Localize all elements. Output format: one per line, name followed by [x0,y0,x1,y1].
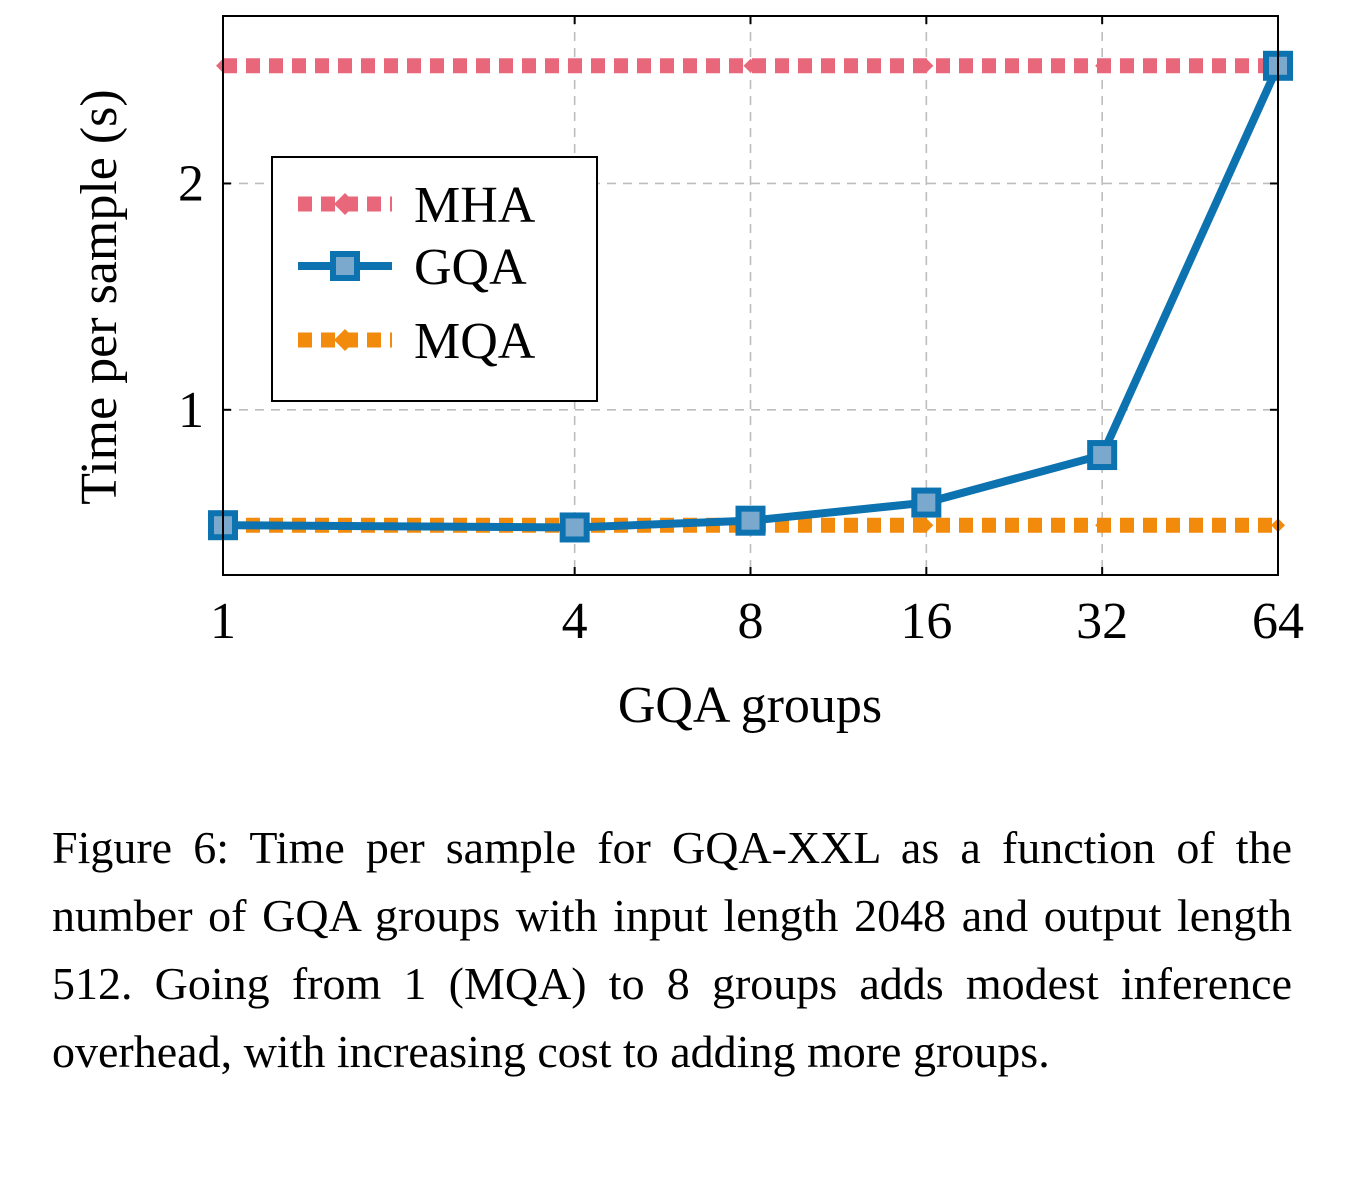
legend-entry-gqa: GQA [298,239,527,296]
mha-point [919,58,934,73]
x-tick-label: 32 [1076,593,1128,650]
gqa-point [1087,440,1118,471]
y-tick-label: 2 [178,155,204,212]
mha-point [567,58,582,73]
legend-marker-mha [334,193,356,215]
gqa-line [222,64,1282,532]
mha-point [1095,58,1110,73]
y-tick-label: 1 [178,382,204,439]
legend-marker-mqa [334,329,356,351]
legend-label-mqa: MQA [414,313,536,370]
x-tick-label: 64 [1252,593,1304,650]
ticks: 1 4 8 16 32 64 1 2 [178,16,1304,650]
legend-label-gqa: GQA [414,239,527,296]
chart: 1 4 8 16 32 64 1 2 GQA groups Time per sample (… [71,15,1304,734]
legend-entry-mqa: MQA [298,313,536,370]
series-mha [216,58,1285,74]
mha-point [743,58,758,73]
mqa-point [1095,518,1110,533]
series-gqa [208,50,1293,543]
legend-entry-mha: MHA [298,177,536,234]
y-axis-label: Time per sample (s) [71,89,128,504]
legend-marker-gqa [330,251,360,281]
gqa-point [559,512,590,543]
gqa-point [735,505,766,536]
mqa-point [919,518,934,533]
legend-label-mha: MHA [414,177,536,234]
gqa-point [911,487,942,518]
x-tick-label: 8 [738,593,764,650]
x-axis-label: GQA groups [618,677,882,734]
x-tick-label: 16 [900,593,952,650]
figure-caption: Figure 6: Time per sample for GQA-XXL as… [52,822,1292,1077]
x-tick-label: 4 [562,593,588,650]
x-tick-label: 1 [210,593,236,650]
series-layer [208,50,1293,543]
